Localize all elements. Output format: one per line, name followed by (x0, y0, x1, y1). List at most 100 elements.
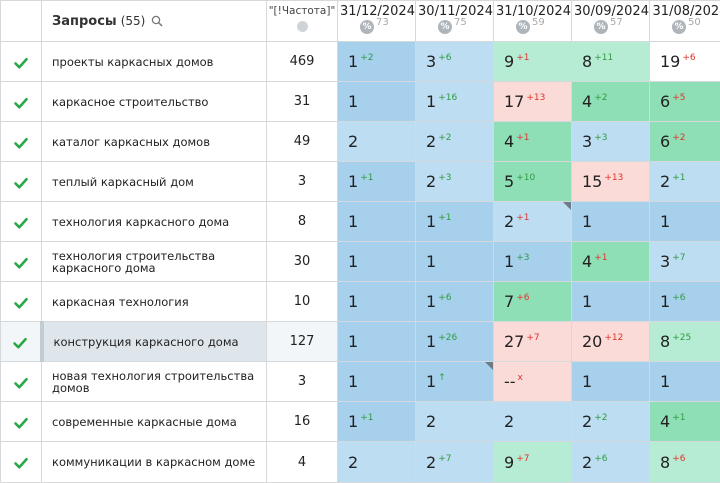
row-check-cell[interactable] (1, 442, 42, 483)
position-cell[interactable]: 1 (338, 322, 416, 362)
position-cell[interactable]: 2+1 (650, 162, 720, 202)
row-check-cell[interactable] (1, 362, 42, 402)
row-check-cell[interactable] (1, 282, 42, 322)
position-cell[interactable]: 1+2 (338, 42, 416, 82)
position-cell[interactable]: 4+1 (572, 242, 650, 282)
checkmark-icon[interactable] (13, 55, 29, 71)
position-cell[interactable]: 8+6 (650, 442, 720, 483)
position-cell[interactable]: 2 (338, 122, 416, 162)
query-cell[interactable]: каталог каркасных домов (42, 122, 267, 162)
position-cell[interactable]: 2+3 (416, 162, 494, 202)
row-check-cell[interactable] (1, 162, 42, 202)
query-cell[interactable]: современные каркасные дома (42, 402, 267, 442)
position-cell[interactable]: 1+1 (416, 202, 494, 242)
position-cell[interactable]: 1+6 (416, 282, 494, 322)
position-cell[interactable]: 2 (494, 402, 572, 442)
query-cell[interactable]: коммуникации в каркасном доме (42, 442, 267, 483)
query-cell[interactable]: теплый каркасный дом (42, 162, 267, 202)
position-cell[interactable]: 9+7 (494, 442, 572, 483)
position-cell[interactable]: 6+2 (650, 122, 720, 162)
position-cell[interactable]: 2+7 (416, 442, 494, 483)
row-check-cell[interactable] (1, 242, 42, 282)
checkmark-icon[interactable] (13, 375, 29, 391)
position-cell[interactable]: 1 (572, 362, 650, 402)
position-cell[interactable]: 2+2 (416, 122, 494, 162)
header-frequency[interactable]: "[!Частота]" (267, 1, 338, 42)
position-cell[interactable]: 3+3 (572, 122, 650, 162)
query-cell[interactable]: новая технология строительства домов (42, 362, 267, 402)
position-cell[interactable]: 1 (338, 362, 416, 402)
query-cell[interactable]: проекты каркасных домов (42, 42, 267, 82)
checkmark-icon[interactable] (12, 335, 28, 351)
position-cell[interactable]: 1 (572, 282, 650, 322)
row-check-cell[interactable] (1, 322, 42, 362)
position-cell[interactable]: 15+13 (572, 162, 650, 202)
position-cell[interactable]: 1↑ (416, 362, 494, 402)
checkmark-icon[interactable] (13, 95, 29, 111)
position-cell[interactable]: 1 (338, 82, 416, 122)
header-date-4[interactable]: 31/08/2024%50 (650, 1, 720, 42)
position-cell[interactable]: 27+7 (494, 322, 572, 362)
row-check-cell[interactable] (1, 202, 42, 242)
position-cell[interactable]: 3+7 (650, 242, 720, 282)
query-cell[interactable]: технология каркасного дома (42, 202, 267, 242)
position-cell[interactable]: 1 (650, 202, 720, 242)
position-cell[interactable]: 4+1 (494, 122, 572, 162)
checkmark-icon[interactable] (13, 215, 29, 231)
position-cell[interactable]: 1+1 (338, 402, 416, 442)
row-check-cell[interactable] (1, 402, 42, 442)
checkmark-icon[interactable] (13, 135, 29, 151)
position-cell[interactable]: 19+6 (650, 42, 720, 82)
position-cell[interactable]: 1+16 (416, 82, 494, 122)
position-cell[interactable]: 2+1 (494, 202, 572, 242)
header-queries[interactable]: Запросы (55) (42, 1, 267, 42)
position-cell[interactable]: 1 (416, 242, 494, 282)
row-check-cell[interactable] (1, 42, 42, 82)
position-cell[interactable]: 8+11 (572, 42, 650, 82)
position-cell[interactable]: 5+10 (494, 162, 572, 202)
position-cell[interactable]: 7+6 (494, 282, 572, 322)
position-cell[interactable]: 1 (338, 242, 416, 282)
position-cell[interactable]: 3+6 (416, 42, 494, 82)
position-cell[interactable]: 2+2 (572, 402, 650, 442)
row-check-cell[interactable] (1, 122, 42, 162)
position-cell[interactable]: --x (494, 362, 572, 402)
search-icon[interactable] (151, 15, 163, 27)
header-date-3[interactable]: 30/09/2024%57 (572, 1, 650, 42)
checkmark-icon[interactable] (13, 175, 29, 191)
position-cell[interactable]: 1+3 (494, 242, 572, 282)
position-cell[interactable]: 4+2 (572, 82, 650, 122)
query-cell[interactable]: конструкция каркасного дома (42, 322, 267, 362)
position-cell[interactable]: 1+1 (338, 162, 416, 202)
position-cell[interactable]: 17+13 (494, 82, 572, 122)
position-cell[interactable]: 1+6 (650, 282, 720, 322)
table-row[interactable]: технология строительства каркасного дома… (1, 242, 720, 282)
position-cell[interactable]: 20+12 (572, 322, 650, 362)
query-cell[interactable]: каркасное строительство (42, 82, 267, 122)
position-cell[interactable]: 9+1 (494, 42, 572, 82)
header-date-1[interactable]: 30/11/2024%75 (416, 1, 494, 42)
checkmark-icon[interactable] (13, 455, 29, 471)
checkmark-icon[interactable] (13, 255, 29, 271)
position-cell[interactable]: 1 (572, 202, 650, 242)
position-cell[interactable]: 6+5 (650, 82, 720, 122)
position-cell[interactable]: 4+1 (650, 402, 720, 442)
position-cell[interactable]: 2 (416, 402, 494, 442)
position-cell[interactable]: 2+6 (572, 442, 650, 483)
position-cell[interactable]: 8+25 (650, 322, 720, 362)
position-cell[interactable]: 1 (338, 282, 416, 322)
row-check-cell[interactable] (1, 82, 42, 122)
position-cell[interactable]: 2 (338, 442, 416, 483)
header-date-0[interactable]: 31/12/2024%73 (338, 1, 416, 42)
position-cell[interactable]: 1+26 (416, 322, 494, 362)
